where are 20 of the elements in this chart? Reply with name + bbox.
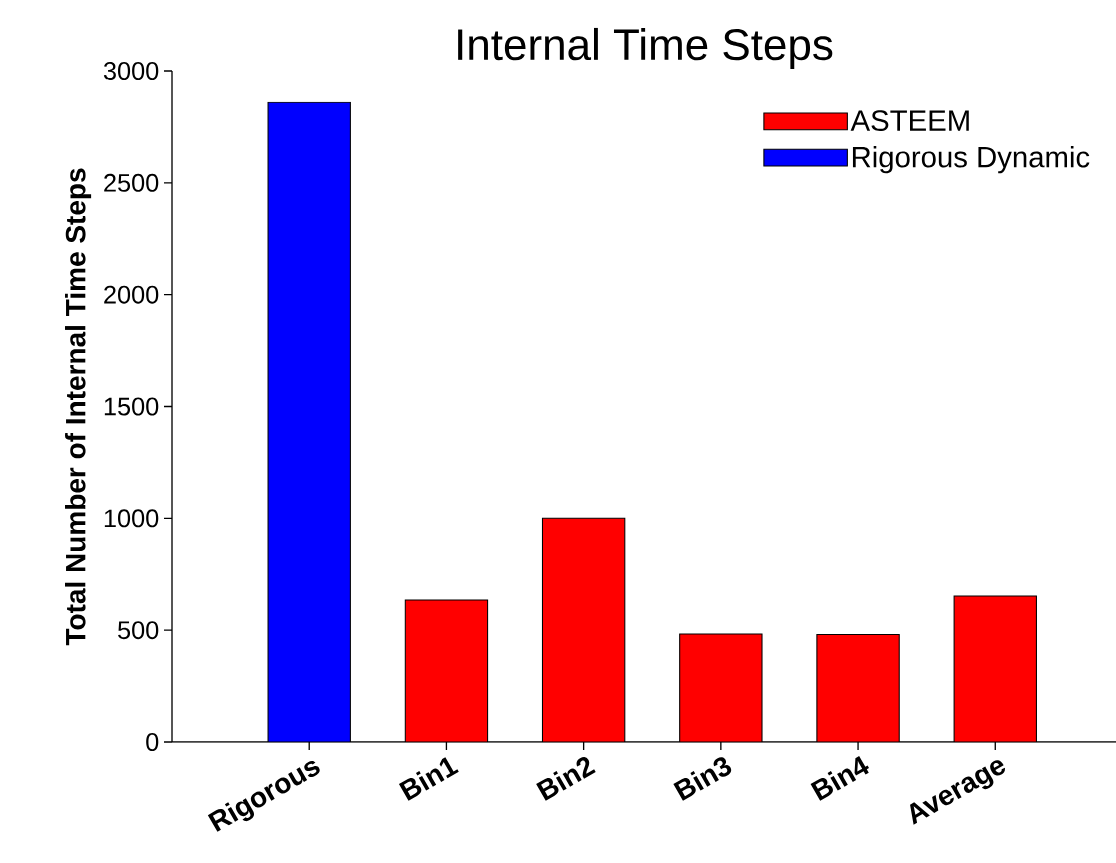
y-tick-label: 1500	[104, 397, 159, 416]
legend-label: Rigorous Dynamic	[852, 145, 1090, 174]
bar	[679, 633, 763, 742]
y-tick-label: 500	[118, 621, 159, 640]
x-tick-label: Bin2	[536, 757, 596, 801]
x-tick-label: Bin1	[398, 757, 459, 801]
y-tick-label: 2500	[104, 173, 159, 192]
y-tick-label: 0	[146, 733, 159, 751]
bar	[404, 599, 489, 742]
legend-label: ASTEEM	[850, 110, 969, 131]
y-tick-label: 3000	[103, 62, 159, 80]
y-tick-label: 1000	[104, 509, 159, 528]
bar	[816, 633, 900, 742]
bar	[541, 517, 626, 742]
x-tick-label: Bin3	[673, 757, 732, 801]
x-tick-label: Bin4	[810, 756, 869, 801]
y-tick-label: 2000	[104, 285, 159, 304]
bar	[953, 595, 1037, 742]
y-axis-title: Total Number of Internal Time Steps	[65, 168, 92, 646]
chart-title: Internal Time Steps	[458, 27, 833, 69]
